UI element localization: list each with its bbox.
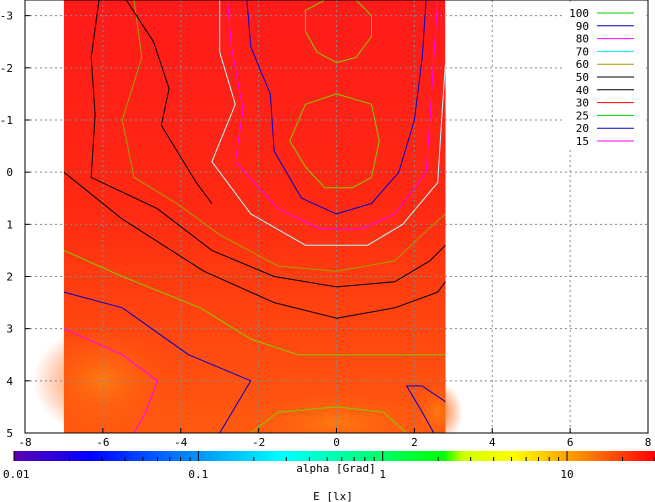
colorbar-tick-label: 0.01 [3, 468, 30, 481]
contour-line-40 [125, 0, 213, 204]
contour-line-20 [63, 291, 252, 433]
x-tick-label: 8 [645, 436, 652, 449]
contour-line-20 [406, 385, 446, 433]
y-tick-label: -1 [0, 114, 13, 127]
colorbar-label: E [lx] [313, 490, 353, 502]
colorbar-tick-label: 0.1 [188, 468, 208, 481]
contour-line-100 [289, 93, 380, 189]
contour-line-90 [246, 0, 427, 215]
x-tick-label: -2 [252, 436, 265, 449]
y-tick-label: 4 [6, 375, 13, 388]
heatmap-low-region-left [32, 325, 173, 433]
x-tick-label: 6 [567, 436, 574, 449]
colorbar [14, 451, 655, 461]
contour-line-50 [90, 0, 446, 288]
x-axis-label: alpha [Grad] [296, 462, 375, 475]
legend-label: 80 [576, 33, 589, 46]
heatmap-low-region-bottom [241, 392, 432, 433]
contour-line-15 [63, 328, 158, 433]
colorbar-ticks [13, 451, 655, 461]
heatmap-field [32, 0, 463, 433]
y-tick-label: -2 [0, 62, 13, 75]
legend-label: 40 [576, 84, 589, 97]
colorbar-tick-label: 10 [560, 468, 573, 481]
x-tick-label: 4 [489, 436, 496, 449]
x-tick-label: 0 [333, 436, 340, 449]
y-tick-label: -3 [0, 10, 13, 23]
legend-label: 90 [576, 20, 589, 33]
contour-line-80 [227, 0, 439, 230]
x-tick-label: -4 [174, 436, 188, 449]
colorbar-tick-labels: 0.01 0.1 1 10 [3, 468, 574, 481]
x-tick-label: -6 [96, 436, 109, 449]
contour-line-100 [304, 0, 372, 64]
legend-label: 100 [569, 7, 589, 20]
contour-line-100 [250, 406, 407, 433]
y-tick-label: 1 [6, 218, 13, 231]
legend-label: 50 [576, 71, 589, 84]
y-tick-label: 2 [6, 270, 13, 283]
y-tick-labels: -3 -2 -1 0 1 2 3 4 5 [0, 10, 30, 440]
contour-line-60 [121, 0, 446, 272]
legend-label: 20 [576, 122, 589, 135]
y-tick-label: 5 [6, 427, 13, 440]
x-tick-labels: -8 -6 -4 -2 0 2 4 6 8 [18, 428, 651, 449]
contour-lines [63, 0, 446, 433]
colorbar-tick-label: 1 [379, 468, 386, 481]
contour-line-70 [211, 0, 446, 246]
legend-label: 70 [576, 45, 589, 58]
contour-line-40 [63, 171, 446, 319]
y-tick-label: 0 [6, 166, 13, 179]
heatmap-low-region-right [412, 382, 463, 433]
legend-label: 15 [576, 135, 589, 148]
x-tick-label: 2 [411, 436, 418, 449]
legend-label: 25 [576, 109, 589, 122]
x-tick-label: -8 [18, 436, 31, 449]
grid-lines [25, 0, 648, 433]
legend-label: 60 [576, 58, 589, 71]
y-tick-label: 3 [6, 323, 13, 336]
contour-line-25 [63, 249, 446, 356]
legend-label: 30 [576, 97, 589, 110]
